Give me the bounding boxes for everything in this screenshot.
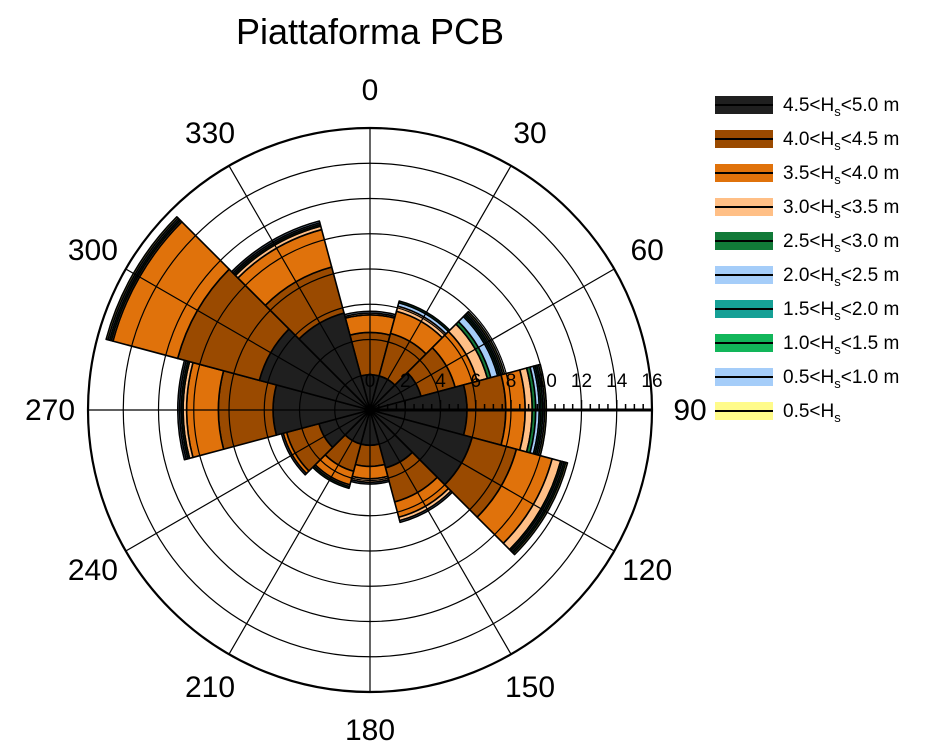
radial-tick-label: 4 xyxy=(435,371,446,392)
legend-label: 3.5<Hs<4.0 m xyxy=(783,163,899,187)
spoke-120 xyxy=(369,409,615,552)
angle-label-210: 210 xyxy=(185,671,235,704)
angle-label-120: 120 xyxy=(622,554,672,587)
legend-item: 0.5<Hs xyxy=(715,401,841,425)
spoke-30 xyxy=(369,165,512,411)
spoke-60 xyxy=(369,268,615,411)
legend-item: 3.0<Hs<3.5 m xyxy=(715,197,899,221)
angle-label-150: 150 xyxy=(505,671,555,704)
legend-item: 1.0<Hs<1.5 m xyxy=(715,333,899,357)
spoke-210 xyxy=(228,409,371,655)
radial-tick-label: 0 xyxy=(365,371,376,392)
angle-label-180: 180 xyxy=(345,714,395,742)
legend-item: 4.0<Hs<4.5 m xyxy=(715,129,899,153)
legend-label: 1.0<Hs<1.5 m xyxy=(783,333,899,357)
legend-item: 1.5<Hs<2.0 m xyxy=(715,299,899,323)
spoke-300 xyxy=(125,268,371,411)
legend-label: 4.0<Hs<4.5 m xyxy=(783,129,899,153)
wedge-150-band-5 xyxy=(398,490,454,524)
legend-label: 3.0<Hs<3.5 m xyxy=(783,197,899,221)
legend-item: 4.5<Hs<5.0 m xyxy=(715,95,899,119)
chart-title: Piattaforma PCB xyxy=(236,11,504,52)
angle-label-300: 300 xyxy=(68,234,118,267)
legend-label: 2.0<Hs<2.5 m xyxy=(783,265,899,289)
spoke-240 xyxy=(125,409,371,552)
legend-item: 2.5<Hs<3.0 m xyxy=(715,231,899,255)
legend-label: 0.5<Hs xyxy=(783,401,841,425)
legend-label: 0.5<Hs<1.0 m xyxy=(783,367,899,391)
radial-tick-label: 8 xyxy=(506,371,517,392)
radial-tick-label: 10 xyxy=(536,371,557,392)
label-layer: 0 2 4 6 8 10 12 14 16 0 30 60 90 120 150 180 210 240 270 30… xyxy=(25,74,707,742)
radial-tick-label: 2 xyxy=(400,371,411,392)
legend-item: 2.0<Hs<2.5 m xyxy=(715,265,899,289)
angle-label-30: 30 xyxy=(513,117,546,150)
legend-item: 0.5<Hs<1.0 m xyxy=(715,367,899,391)
legend-label: 1.5<Hs<2.0 m xyxy=(783,299,899,323)
wedge-120-band-9 xyxy=(512,461,569,556)
wedge-330-band-8 xyxy=(230,220,321,274)
angle-label-90: 90 xyxy=(673,394,706,427)
legend-label: 4.5<Hs<5.0 m xyxy=(783,95,899,119)
angle-label-60: 60 xyxy=(630,234,663,267)
angle-label-0: 0 xyxy=(362,74,379,107)
angle-label-270: 270 xyxy=(25,394,75,427)
radial-tick-label: 6 xyxy=(470,371,481,392)
angle-label-330: 330 xyxy=(185,117,235,150)
radial-tick-label: 14 xyxy=(606,371,628,392)
grid-layer xyxy=(86,126,654,694)
angle-label-240: 240 xyxy=(68,554,118,587)
wedge-300-band-9 xyxy=(105,216,179,341)
legend-label: 2.5<Hs<3.0 m xyxy=(783,231,899,255)
radial-tick-label: 16 xyxy=(641,371,662,392)
legend-item: 3.5<Hs<4.0 m xyxy=(715,163,899,187)
wedge-layer xyxy=(105,216,569,556)
radial-tick-label: 12 xyxy=(571,371,592,392)
spoke-150 xyxy=(369,409,512,655)
spoke-330 xyxy=(228,165,371,411)
legend: 4.5<Hs<5.0 m 4.0<Hs<4.5 m 3.5<Hs<4.0 m 3.0<… xyxy=(715,95,899,425)
